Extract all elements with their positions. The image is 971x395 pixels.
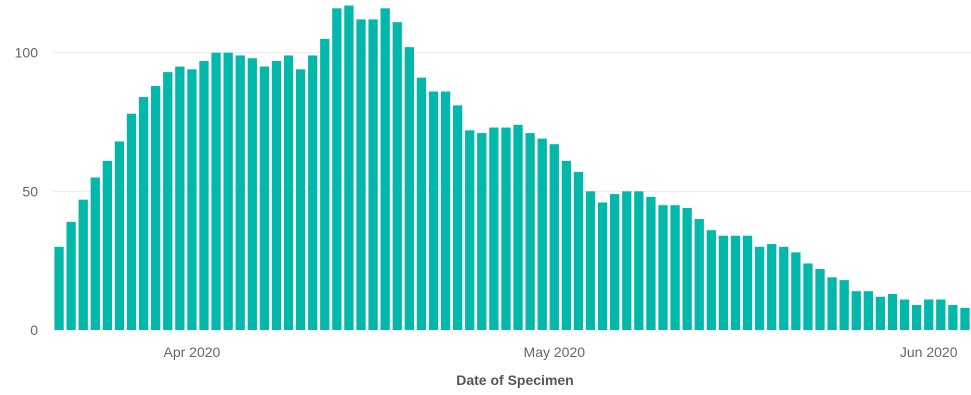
bar[interactable] <box>924 299 934 331</box>
bar[interactable] <box>525 133 535 330</box>
bar[interactable] <box>308 55 318 331</box>
bar[interactable] <box>54 246 64 330</box>
bar[interactable] <box>585 191 596 330</box>
bar[interactable] <box>706 230 716 330</box>
bar[interactable] <box>549 144 559 330</box>
bar[interactable] <box>235 55 245 331</box>
bar[interactable] <box>730 235 741 330</box>
bar[interactable] <box>416 77 427 331</box>
bar[interactable] <box>718 235 729 330</box>
bar[interactable] <box>78 199 88 330</box>
bar[interactable] <box>102 160 112 330</box>
bar[interactable] <box>561 160 571 330</box>
bar[interactable] <box>489 127 499 330</box>
bar[interactable] <box>283 55 294 331</box>
bar[interactable] <box>875 296 886 330</box>
bar[interactable] <box>803 263 813 330</box>
bar[interactable] <box>851 291 861 330</box>
bar[interactable] <box>573 171 584 330</box>
bar[interactable] <box>368 19 378 330</box>
bar[interactable] <box>320 38 330 330</box>
bar[interactable] <box>634 191 644 330</box>
bar[interactable] <box>175 66 185 331</box>
bar[interactable] <box>670 205 680 330</box>
bar[interactable] <box>465 130 475 330</box>
bar[interactable] <box>344 5 354 331</box>
bar[interactable] <box>658 205 668 330</box>
bar[interactable] <box>428 91 439 330</box>
x-tick-label: Apr 2020 <box>163 344 220 360</box>
bar[interactable] <box>356 19 366 330</box>
bar[interactable] <box>404 47 414 330</box>
bar[interactable] <box>513 124 523 330</box>
y-tick-label: 0 <box>30 322 38 338</box>
bar[interactable] <box>694 219 704 330</box>
bar[interactable] <box>138 97 149 330</box>
bar[interactable] <box>597 202 608 330</box>
bars <box>54 5 970 331</box>
bar[interactable] <box>839 280 849 330</box>
bar[interactable] <box>271 61 282 330</box>
bar[interactable] <box>610 194 620 330</box>
bar[interactable] <box>247 58 257 331</box>
bar[interactable] <box>392 22 402 331</box>
x-tick-label: May 2020 <box>524 344 586 360</box>
bar[interactable] <box>380 8 390 330</box>
bar[interactable] <box>682 207 692 330</box>
bar[interactable] <box>452 105 463 330</box>
bar[interactable] <box>199 61 209 330</box>
bar[interactable] <box>537 138 547 330</box>
x-tick-label: Jun 2020 <box>900 344 958 360</box>
bar[interactable] <box>779 246 789 330</box>
bar[interactable] <box>259 66 270 331</box>
bar[interactable] <box>163 72 173 330</box>
bar[interactable] <box>960 307 970 330</box>
bar[interactable] <box>440 91 451 330</box>
bar[interactable] <box>791 252 801 330</box>
bar[interactable] <box>151 85 161 330</box>
bar[interactable] <box>863 291 873 330</box>
bar[interactable] <box>223 52 233 330</box>
x-axis-title: Date of Specimen <box>456 372 573 388</box>
bar[interactable] <box>936 299 946 331</box>
bar[interactable] <box>742 235 753 330</box>
bar[interactable] <box>754 246 765 330</box>
bar[interactable] <box>332 8 342 330</box>
bar[interactable] <box>295 69 306 330</box>
bar[interactable] <box>767 244 777 330</box>
bar[interactable] <box>899 299 910 331</box>
bar[interactable] <box>501 127 511 330</box>
bar[interactable] <box>114 141 125 330</box>
y-tick-label: 100 <box>15 45 39 61</box>
bar[interactable] <box>187 69 197 330</box>
bar[interactable] <box>622 191 632 330</box>
bar[interactable] <box>911 305 922 330</box>
bar[interactable] <box>646 196 656 330</box>
bar[interactable] <box>66 221 76 330</box>
bar[interactable] <box>887 293 898 330</box>
bar[interactable] <box>815 268 825 330</box>
bar[interactable] <box>477 133 487 330</box>
bar[interactable] <box>211 52 221 330</box>
bar[interactable] <box>827 277 837 330</box>
bar[interactable] <box>948 305 958 330</box>
x-axis: Apr 2020 May 2020 Jun 2020 <box>163 344 957 360</box>
y-tick-label: 50 <box>22 183 38 199</box>
y-axis: 0 50 100 <box>15 45 39 338</box>
bar[interactable] <box>90 177 100 330</box>
bar[interactable] <box>126 113 137 330</box>
